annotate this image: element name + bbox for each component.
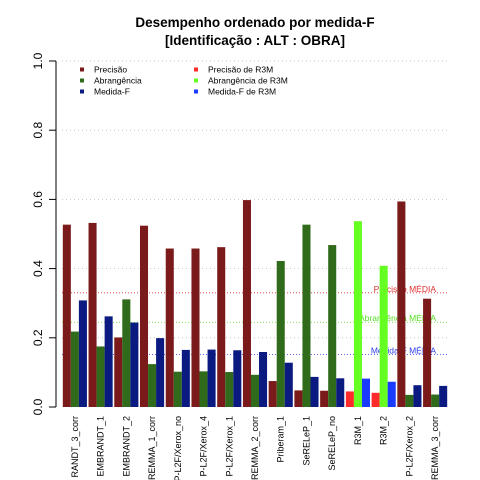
legend-label: Medida-F de R3M <box>208 87 276 97</box>
bar-abrangência <box>328 245 337 407</box>
category-label: SeRELeP_no <box>327 416 337 471</box>
bar-medida-f <box>259 351 268 407</box>
legend-label: Medida-F <box>94 87 130 97</box>
legend-label: Abrangência <box>94 76 142 86</box>
category-label: REMMA_3_corr <box>430 416 440 480</box>
bar-medida-f <box>181 349 190 407</box>
chart-subtitle: [Identificação : ALT : OBRA] <box>165 33 345 48</box>
category-label: EMBRANDT_1 <box>96 416 106 477</box>
bar-abrangência <box>148 364 157 407</box>
bar-medida-f <box>336 378 345 407</box>
bar-precisão <box>268 381 277 407</box>
bar-precisão <box>371 392 380 407</box>
bar-precisão <box>114 337 123 407</box>
legend-swatch <box>80 67 84 72</box>
legend-swatch <box>80 89 84 94</box>
bar-precisão <box>345 391 354 407</box>
category-label: Priberam_1 <box>276 416 286 463</box>
bar-precisão <box>217 247 226 407</box>
category-label: REMMA_2_corr <box>250 416 260 480</box>
bar-precisão <box>62 224 71 407</box>
legend-swatch <box>194 67 198 72</box>
bar-precisão <box>294 390 303 407</box>
bar-medida-f <box>130 322 139 407</box>
bar-medida-f <box>78 300 87 407</box>
bar-abrangência <box>379 265 388 407</box>
y-tick-label: 0.4 <box>31 260 45 277</box>
y-tick-label: 0.6 <box>31 191 45 208</box>
bar-precisão <box>165 248 174 407</box>
category-label: P-L2F/Xerox_1 <box>224 416 234 477</box>
category-label: SeRELeP_1 <box>301 416 311 466</box>
bar-precisão <box>140 225 149 407</box>
bar-medida-f <box>387 381 396 407</box>
bar-medida-f <box>156 338 165 407</box>
bar-abrangência <box>276 260 285 407</box>
bar-medida-f <box>439 385 448 407</box>
category-label: P-L2F/Xerox_2 <box>404 416 414 477</box>
bar-medida-f <box>104 316 113 407</box>
bar-abrangência <box>431 394 440 407</box>
bar-abrangência <box>250 374 260 407</box>
bar-precisão <box>397 201 406 407</box>
category-label: EMBRANDT_2 <box>121 416 131 477</box>
bar-medida-f <box>233 350 242 407</box>
bar-abrangência <box>70 331 79 407</box>
y-tick-label: 0.0 <box>31 398 45 415</box>
bar-abrangência <box>405 394 414 407</box>
grid-lines <box>62 60 448 339</box>
legend-label: Precisão <box>94 65 127 75</box>
bar-abrangência <box>96 346 105 407</box>
legend-swatch <box>194 78 198 83</box>
bar-abrangência <box>173 371 182 407</box>
bar-medida-f <box>284 362 293 407</box>
bar-precisão <box>423 298 432 407</box>
bar-medida-f <box>413 385 422 407</box>
y-tick-label: 1.0 <box>31 52 45 69</box>
bar-precisão <box>242 200 251 407</box>
category-label: RANDT_3_corr <box>70 416 80 478</box>
category-label: REMMA_1_corr <box>147 416 157 480</box>
category-labels: RANDT_3_corr EMBRANDT_1 EMBRANDT_2 REMMA_1_… <box>70 416 440 480</box>
bar-abrangência <box>353 221 362 407</box>
bar-abrangência <box>302 224 311 407</box>
legend-label: Precisão de R3M <box>208 65 273 75</box>
category-label: P-L2F/Xerox_4 <box>199 416 209 477</box>
legend-swatch <box>194 89 198 94</box>
bar-precisão <box>191 248 200 407</box>
legend-swatch <box>80 78 84 83</box>
bars <box>62 200 448 407</box>
bar-precisão <box>88 222 97 407</box>
bar-abrangência <box>199 371 208 407</box>
chart-title: Desempenho ordenado por medida-F <box>135 15 374 30</box>
y-tick-label: 0.8 <box>31 122 45 139</box>
bar-medida-f <box>361 378 370 407</box>
bar-medida-f <box>310 376 319 407</box>
bar-precisão <box>320 390 329 407</box>
category-label: R3M_2 <box>379 416 389 445</box>
category-label: R3M_1 <box>353 416 363 445</box>
category-label: P-L2F/Xerox_no <box>173 416 183 480</box>
y-axis: 0.0 0.2 0.4 0.6 0.8 1.0 <box>31 52 57 415</box>
legend-label: Abrangência de R3M <box>208 76 288 86</box>
bar-abrangência <box>225 372 234 407</box>
bar-medida-f <box>207 349 216 407</box>
bar-abrangência <box>122 299 131 407</box>
y-tick-label: 0.2 <box>31 329 45 346</box>
